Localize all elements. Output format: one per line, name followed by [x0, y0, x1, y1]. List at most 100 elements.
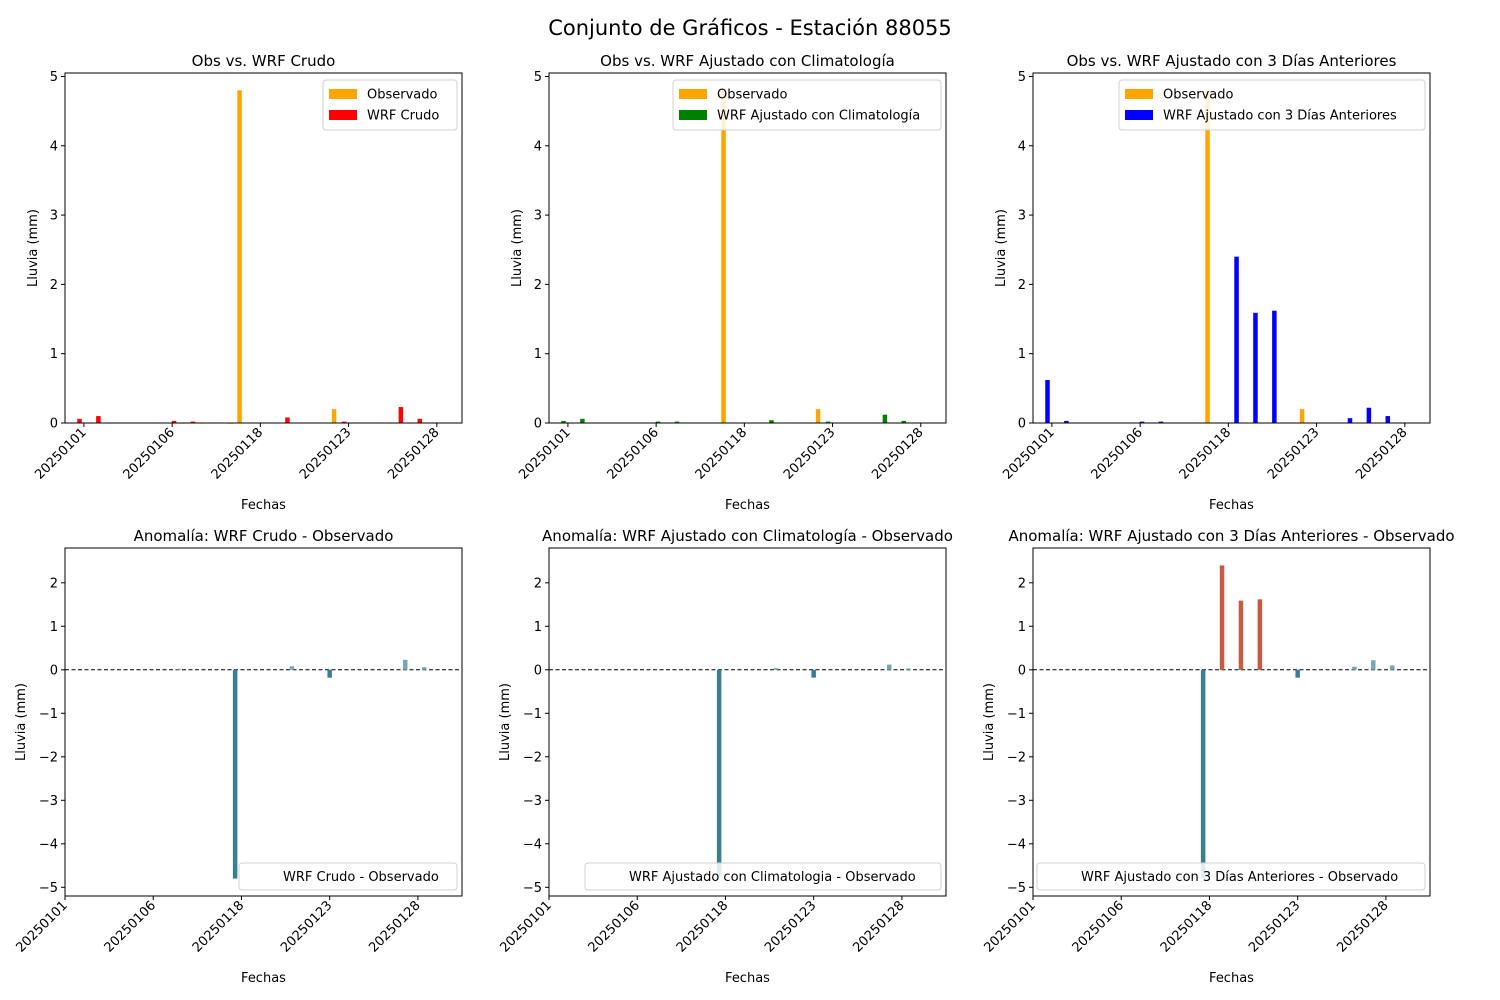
bar-observed-0 [1205, 90, 1210, 424]
y-axis-label: Lluvia (mm) [14, 683, 29, 761]
chart-panel-6: −5 −4 −3 −2 −1 0 1 2 20250101 20250106 20250118 202… [981, 527, 1454, 986]
y-tick-label: −4 [1007, 837, 1026, 852]
y-tick-label: 4 [1018, 139, 1026, 154]
x-tick-label: 20250101 [32, 425, 89, 482]
y-tick-label: 2 [1018, 278, 1026, 293]
y-tick-label: −5 [39, 881, 58, 896]
plot-area [1033, 548, 1430, 896]
x-tick-label: 20250123 [1246, 898, 1303, 955]
bar-wrf_3d-2 [1139, 421, 1145, 423]
x-tick-label: 20250118 [1158, 898, 1215, 955]
bar-wrf_raw-3 [190, 421, 196, 423]
bar-wrf_clim-2 [655, 421, 661, 423]
axes-frame [548, 547, 947, 897]
bar-wrf_3d-7 [1347, 418, 1353, 423]
plot-area [1033, 73, 1430, 423]
figure-title: Conjunto de Gráficos - Estación 88055 [548, 16, 952, 40]
x-tick-label: 20250106 [1089, 425, 1146, 482]
chart-title: Anomalía: WRF Crudo - Observado [134, 527, 394, 545]
y-tick-label: 0 [1018, 417, 1026, 432]
bar-observed-5 [331, 409, 337, 423]
chart-panel-3: 0 1 2 3 4 5 20250101 20250106 20250118 20250123 20… [994, 52, 1431, 513]
y-tick-label: −1 [523, 707, 542, 722]
y-tick-label: 5 [534, 70, 542, 85]
y-tick-label: 1 [1018, 347, 1026, 362]
legend-label: WRF Ajustado con Climatología [717, 109, 920, 124]
y-tick-label: 1 [1018, 620, 1026, 635]
x-tick-label: 20250128 [850, 898, 907, 955]
x-tick-label: 20250123 [1265, 425, 1322, 482]
axes-frame [548, 72, 947, 424]
anomaly-bar-2 [289, 666, 295, 670]
x-tick-label: 20250106 [605, 425, 662, 482]
chart-panel-5: −5 −4 −3 −2 −1 0 1 2 20250101 20250106 20250118 202… [497, 527, 953, 986]
y-tick-label: −2 [39, 750, 58, 765]
y-axis-label: Lluvia (mm) [510, 209, 525, 287]
x-tick-label: 20250101 [981, 898, 1038, 955]
bar-observed-0 [721, 90, 726, 424]
legend-swatch-wrf_raw [329, 110, 357, 120]
anomaly-bar-1 [1219, 565, 1225, 670]
y-axis-label: Lluvia (mm) [498, 683, 513, 761]
y-tick-label: 0 [50, 417, 58, 432]
axes-frame [64, 547, 463, 897]
anomaly-bar-0 [716, 669, 722, 877]
legend-box [672, 79, 942, 131]
chart-title: Anomalía: WRF Ajustado con Climatología … [542, 527, 953, 545]
y-tick-label: 1 [50, 347, 58, 362]
x-tick-label: 20250128 [1353, 425, 1410, 482]
legend-box [584, 862, 942, 891]
y-tick-label: −1 [1007, 707, 1026, 722]
bar-observed-1 [815, 409, 821, 423]
anomaly-bar-4 [905, 668, 911, 670]
x-tick-label: 20250106 [121, 425, 178, 482]
y-tick-label: 2 [50, 576, 58, 591]
bar-wrf_clim-1 [580, 418, 585, 423]
y-tick-label: −3 [523, 794, 542, 809]
y-tick-label: −3 [1007, 794, 1026, 809]
anomaly-bar-7 [1389, 665, 1395, 670]
plot-area [549, 548, 946, 896]
bar-observed-4 [237, 90, 242, 424]
y-tick-label: 0 [534, 663, 542, 678]
bar-wrf_raw-2 [171, 420, 177, 423]
x-axis-label: Fechas [241, 971, 286, 986]
anomaly-bar-5 [421, 667, 427, 670]
anomaly-bar-0 [176, 668, 181, 670]
chart-title: Anomalía: WRF Ajustado con 3 Días Anteri… [1008, 527, 1454, 545]
y-tick-label: −4 [523, 837, 542, 852]
axes-frame [64, 72, 463, 424]
x-tick-label: 20250106 [1070, 898, 1127, 955]
legend-label: WRF Ajustado con Climatologia - Observad… [629, 870, 916, 885]
x-tick-label: 20250123 [781, 425, 838, 482]
bar-observed-1 [1299, 409, 1305, 423]
anomaly-bar-4 [403, 659, 408, 670]
y-tick-label: 5 [50, 70, 58, 85]
plot-area [65, 548, 462, 896]
x-tick-label: 20250128 [366, 898, 423, 955]
y-tick-label: 4 [534, 139, 542, 154]
legend-label: Observado [367, 88, 438, 103]
y-tick-label: 2 [1018, 576, 1026, 591]
anomaly-bar-0 [1200, 669, 1206, 879]
legend-swatch-observed [679, 89, 707, 99]
x-axis-label: Fechas [1209, 498, 1254, 513]
bar-wrf_clim-7 [901, 420, 907, 423]
anomaly-bar-3 [887, 664, 892, 670]
bar-wrf_raw-8 [417, 418, 423, 423]
x-tick-label: 20250128 [869, 425, 926, 482]
x-tick-label: 20250128 [385, 425, 442, 482]
bar-wrf_raw-0 [77, 418, 82, 423]
chart-panel-1: 0 1 2 3 4 5 20250101 20250106 20250118 20250123 20… [26, 52, 463, 513]
bar-wrf_3d-3 [1158, 421, 1164, 423]
x-tick-label: 20250101 [13, 898, 70, 955]
y-tick-label: −4 [39, 837, 58, 852]
chart-panel-4: −5 −4 −3 −2 −1 0 1 2 20250101 20250106 20250118 202… [13, 527, 463, 986]
legend-box [1118, 79, 1426, 131]
x-tick-label: 20250118 [209, 425, 266, 482]
bar-wrf_raw-1 [96, 416, 101, 423]
y-axis-label: Lluvia (mm) [982, 683, 997, 761]
legend-label: WRF Ajustado con 3 Días Anteriores - Obs… [1081, 870, 1398, 885]
x-tick-label: 20250106 [586, 898, 643, 955]
chart-title: Obs vs. WRF Crudo [192, 52, 336, 70]
